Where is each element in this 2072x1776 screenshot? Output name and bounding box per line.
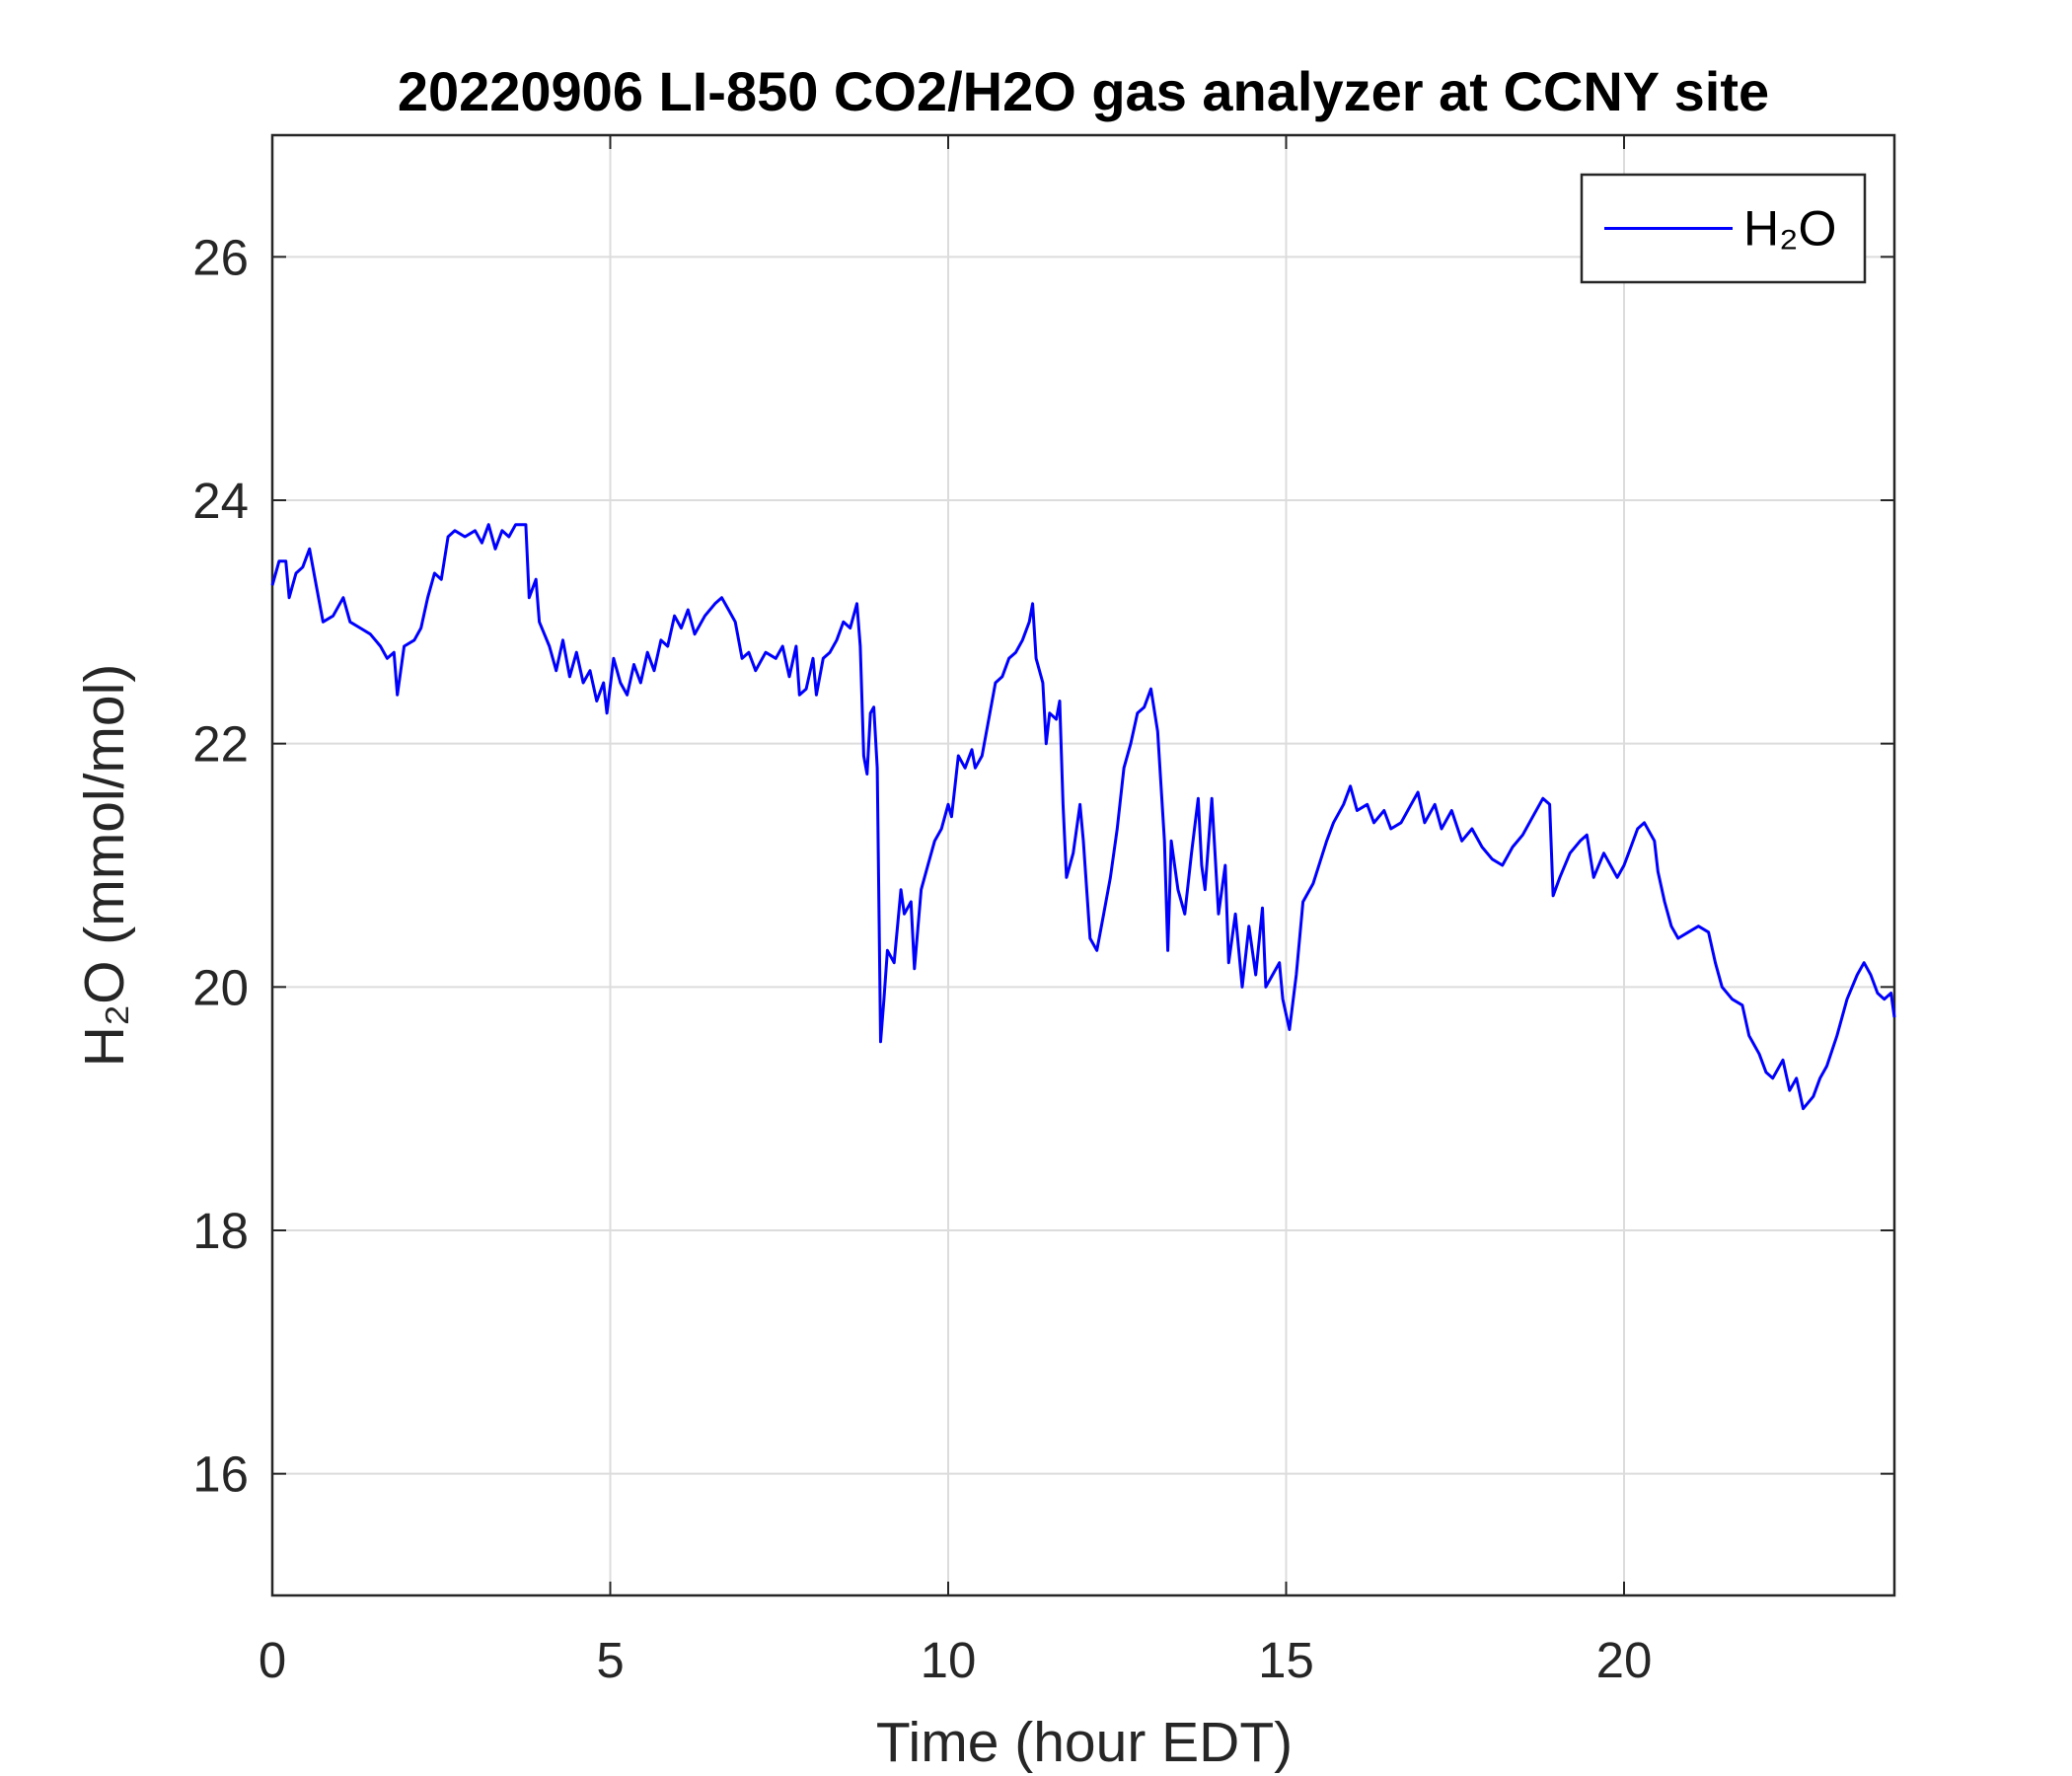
legend-label: H₂O: [1743, 201, 1836, 257]
data-line: [270, 523, 1896, 1111]
chart-title: 20220906 LI-850 CO2/H2O gas analyzer at …: [398, 60, 1769, 122]
y-tick-label: 22: [192, 716, 249, 773]
x-tick-label: 20: [1596, 1632, 1653, 1688]
y-axis-label: H₂O (mmol/mol): [73, 664, 136, 1067]
axes-box: [270, 133, 1896, 1597]
y-tick-label: 26: [192, 229, 249, 285]
x-axis-label: Time (hour EDT): [876, 1711, 1293, 1774]
x-tick-label: 5: [596, 1632, 624, 1688]
x-tick-label: 0: [259, 1632, 286, 1688]
x-tick-label: 15: [1258, 1632, 1314, 1688]
y-tick-label: 16: [192, 1446, 249, 1503]
x-tick-label: 10: [921, 1632, 977, 1688]
y-tick-label: 24: [192, 473, 249, 529]
y-tick-label: 18: [192, 1203, 249, 1259]
y-tick-label: 20: [192, 959, 249, 1015]
